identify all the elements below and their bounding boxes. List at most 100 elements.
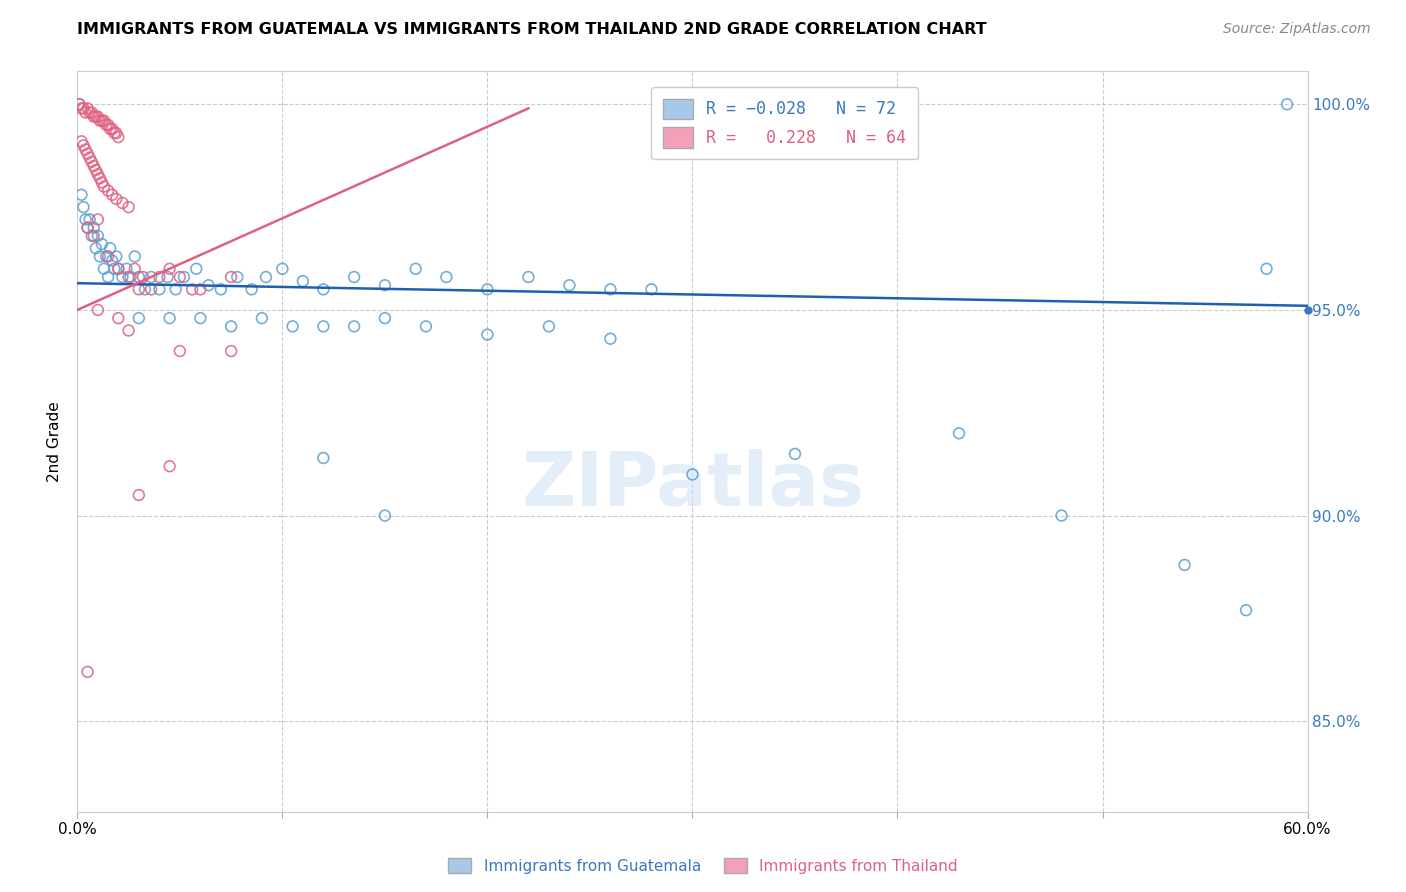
Point <box>537 319 560 334</box>
Point <box>599 282 621 296</box>
Point <box>124 261 146 276</box>
Point <box>101 187 124 202</box>
Point <box>97 249 120 263</box>
Y-axis label: 2nd Grade: 2nd Grade <box>46 401 62 482</box>
Point <box>90 113 114 128</box>
Point <box>374 508 396 523</box>
Point <box>415 319 437 334</box>
Point <box>250 311 273 326</box>
Point <box>107 311 129 326</box>
Point <box>128 282 150 296</box>
Point <box>312 282 335 296</box>
Point <box>312 319 335 334</box>
Point <box>103 126 125 140</box>
Point <box>181 282 204 296</box>
Point <box>94 249 117 263</box>
Point <box>67 97 90 112</box>
Point <box>169 270 191 285</box>
Point <box>115 261 138 276</box>
Point <box>374 311 396 326</box>
Point <box>219 270 242 285</box>
Point <box>128 488 150 502</box>
Point <box>682 467 704 482</box>
Point <box>76 146 98 161</box>
Point <box>70 187 93 202</box>
Point <box>169 344 191 359</box>
Point <box>312 450 335 465</box>
Point <box>117 270 139 285</box>
Point <box>188 282 212 296</box>
Point <box>97 270 120 285</box>
Legend: Immigrants from Guatemala, Immigrants from Thailand: Immigrants from Guatemala, Immigrants fr… <box>443 852 963 880</box>
Point <box>84 241 107 255</box>
Text: ZIPatlas: ZIPatlas <box>522 450 863 523</box>
Point <box>291 274 314 288</box>
Point <box>477 282 499 296</box>
Legend: R = −0.028   N = 72, R =   0.228   N = 64: R = −0.028 N = 72, R = 0.228 N = 64 <box>651 87 918 160</box>
Text: Source: ZipAtlas.com: Source: ZipAtlas.com <box>1223 22 1371 37</box>
Point <box>477 327 499 342</box>
Point <box>219 344 242 359</box>
Point <box>281 319 304 334</box>
Point <box>98 241 121 255</box>
Point <box>103 261 125 276</box>
Point <box>101 253 124 268</box>
Point <box>134 282 156 296</box>
Point <box>105 126 128 140</box>
Point <box>159 311 181 326</box>
Point <box>76 220 98 235</box>
Point <box>173 270 195 285</box>
Text: IMMIGRANTS FROM GUATEMALA VS IMMIGRANTS FROM THAILAND 2ND GRADE CORRELATION CHAR: IMMIGRANTS FROM GUATEMALA VS IMMIGRANTS … <box>77 22 987 37</box>
Point <box>97 184 120 198</box>
Point <box>79 151 101 165</box>
Point <box>156 270 179 285</box>
Point <box>148 270 170 285</box>
Point <box>87 302 110 317</box>
Point <box>343 270 366 285</box>
Point <box>141 282 163 296</box>
Point <box>111 196 134 211</box>
Point <box>948 426 970 441</box>
Point <box>159 261 181 276</box>
Point <box>105 249 128 263</box>
Point <box>1275 97 1298 112</box>
Point <box>128 270 150 285</box>
Point <box>72 101 94 115</box>
Point <box>79 105 101 120</box>
Point <box>75 143 97 157</box>
Point <box>165 282 187 296</box>
Point <box>124 249 146 263</box>
Point <box>197 278 219 293</box>
Point <box>141 270 163 285</box>
Point <box>107 261 129 276</box>
Point <box>76 665 98 679</box>
Point <box>79 212 101 227</box>
Point <box>1174 558 1197 572</box>
Point <box>87 212 110 227</box>
Point <box>374 278 396 293</box>
Point <box>90 237 114 252</box>
Point <box>90 175 114 189</box>
Point <box>76 101 98 115</box>
Point <box>783 447 806 461</box>
Point <box>83 110 105 124</box>
Point <box>75 212 97 227</box>
Point <box>1256 261 1278 276</box>
Point <box>1050 508 1073 523</box>
Point <box>83 228 105 243</box>
Point <box>209 282 232 296</box>
Point <box>240 282 263 296</box>
Point <box>107 130 129 145</box>
Point <box>517 270 540 285</box>
Point <box>84 110 107 124</box>
Point <box>93 261 115 276</box>
Point <box>83 159 105 173</box>
Point <box>98 122 121 136</box>
Point <box>70 134 93 148</box>
Point <box>120 270 142 285</box>
Point <box>76 220 98 235</box>
Point <box>87 110 110 124</box>
Point <box>219 319 242 334</box>
Point <box>97 118 120 132</box>
Point <box>93 113 115 128</box>
